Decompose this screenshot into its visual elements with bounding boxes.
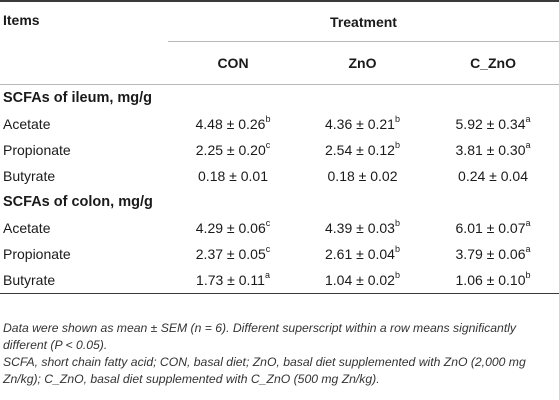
table-cell: 0.24 ± 0.04: [458, 168, 528, 184]
row-label: Butyrate: [0, 267, 168, 294]
table-cell: 3.79 ± 0.06a: [455, 244, 531, 262]
column-header-c-zno: C_ZnO: [427, 41, 559, 85]
table-row: Butyrate 0.18 ± 0.01 0.18 ± 0.02 0.24 ± …: [0, 163, 559, 189]
column-header-con: CON: [168, 41, 298, 85]
items-header-spacer: [0, 41, 168, 85]
table-cell: 4.39 ± 0.03b: [325, 218, 400, 236]
scfa-table-container: Items Treatment CON ZnO C_ZnO SCFAs of i…: [0, 0, 559, 294]
table-cell: 0.18 ± 0.02: [327, 168, 398, 184]
table-cell: 1.06 ± 0.10b: [427, 267, 559, 294]
row-label: Acetate: [3, 220, 51, 236]
section-title-ileum: SCFAs of ileum, mg/g: [3, 90, 153, 106]
row-label: Acetate: [3, 116, 51, 132]
column-header-zno: ZnO: [298, 41, 427, 85]
table-cell: 2.37 ± 0.05c: [195, 244, 271, 262]
section-title-colon: SCFAs of colon, mg/g: [3, 194, 153, 210]
table-row: Propionate 2.25 ± 0.20c 2.54 ± 0.12b 3.8…: [0, 137, 559, 163]
table-cell: 4.36 ± 0.21b: [325, 114, 400, 132]
table-row: Acetate 4.48 ± 0.26b 4.36 ± 0.21b 5.92 ±…: [0, 111, 559, 137]
items-header: Items: [0, 0, 168, 42]
table-row: Butyrate 1.73 ± 0.11a 1.04 ± 0.02b 1.06 …: [0, 267, 559, 294]
table-cell: 1.73 ± 0.11a: [168, 267, 298, 294]
table-cell: 4.29 ± 0.06c: [195, 218, 271, 236]
table-row: Propionate 2.37 ± 0.05c 2.61 ± 0.04b 3.7…: [0, 241, 559, 267]
table-cell: 0.18 ± 0.01: [198, 168, 268, 184]
table-cell: 2.25 ± 0.20c: [195, 140, 271, 158]
footnote-abbreviations: SCFA, short chain fatty acid; CON, basal…: [3, 355, 526, 386]
scfa-table: Items Treatment CON ZnO C_ZnO SCFAs of i…: [0, 0, 559, 294]
table-cell: 2.61 ± 0.04b: [325, 244, 400, 262]
table-footnotes: Data were shown as mean ± SEM (n = 6). D…: [3, 320, 555, 388]
table-cell: 1.04 ± 0.02b: [298, 267, 427, 294]
row-label: Propionate: [3, 142, 71, 158]
row-label: Butyrate: [3, 168, 56, 184]
table-cell: 6.01 ± 0.07a: [455, 218, 531, 236]
table-cell: 3.81 ± 0.30a: [455, 140, 531, 158]
footnote-data-description: Data were shown as mean ± SEM (n = 6). D…: [3, 321, 517, 352]
table-cell: 4.48 ± 0.26b: [195, 114, 271, 132]
table-row: Acetate 4.29 ± 0.06c 4.39 ± 0.03b 6.01 ±…: [0, 215, 559, 241]
table-cell: 5.92 ± 0.34a: [455, 114, 531, 132]
row-label: Propionate: [3, 246, 71, 262]
table-cell: 2.54 ± 0.12b: [325, 140, 400, 158]
treatment-header: Treatment: [168, 0, 559, 42]
